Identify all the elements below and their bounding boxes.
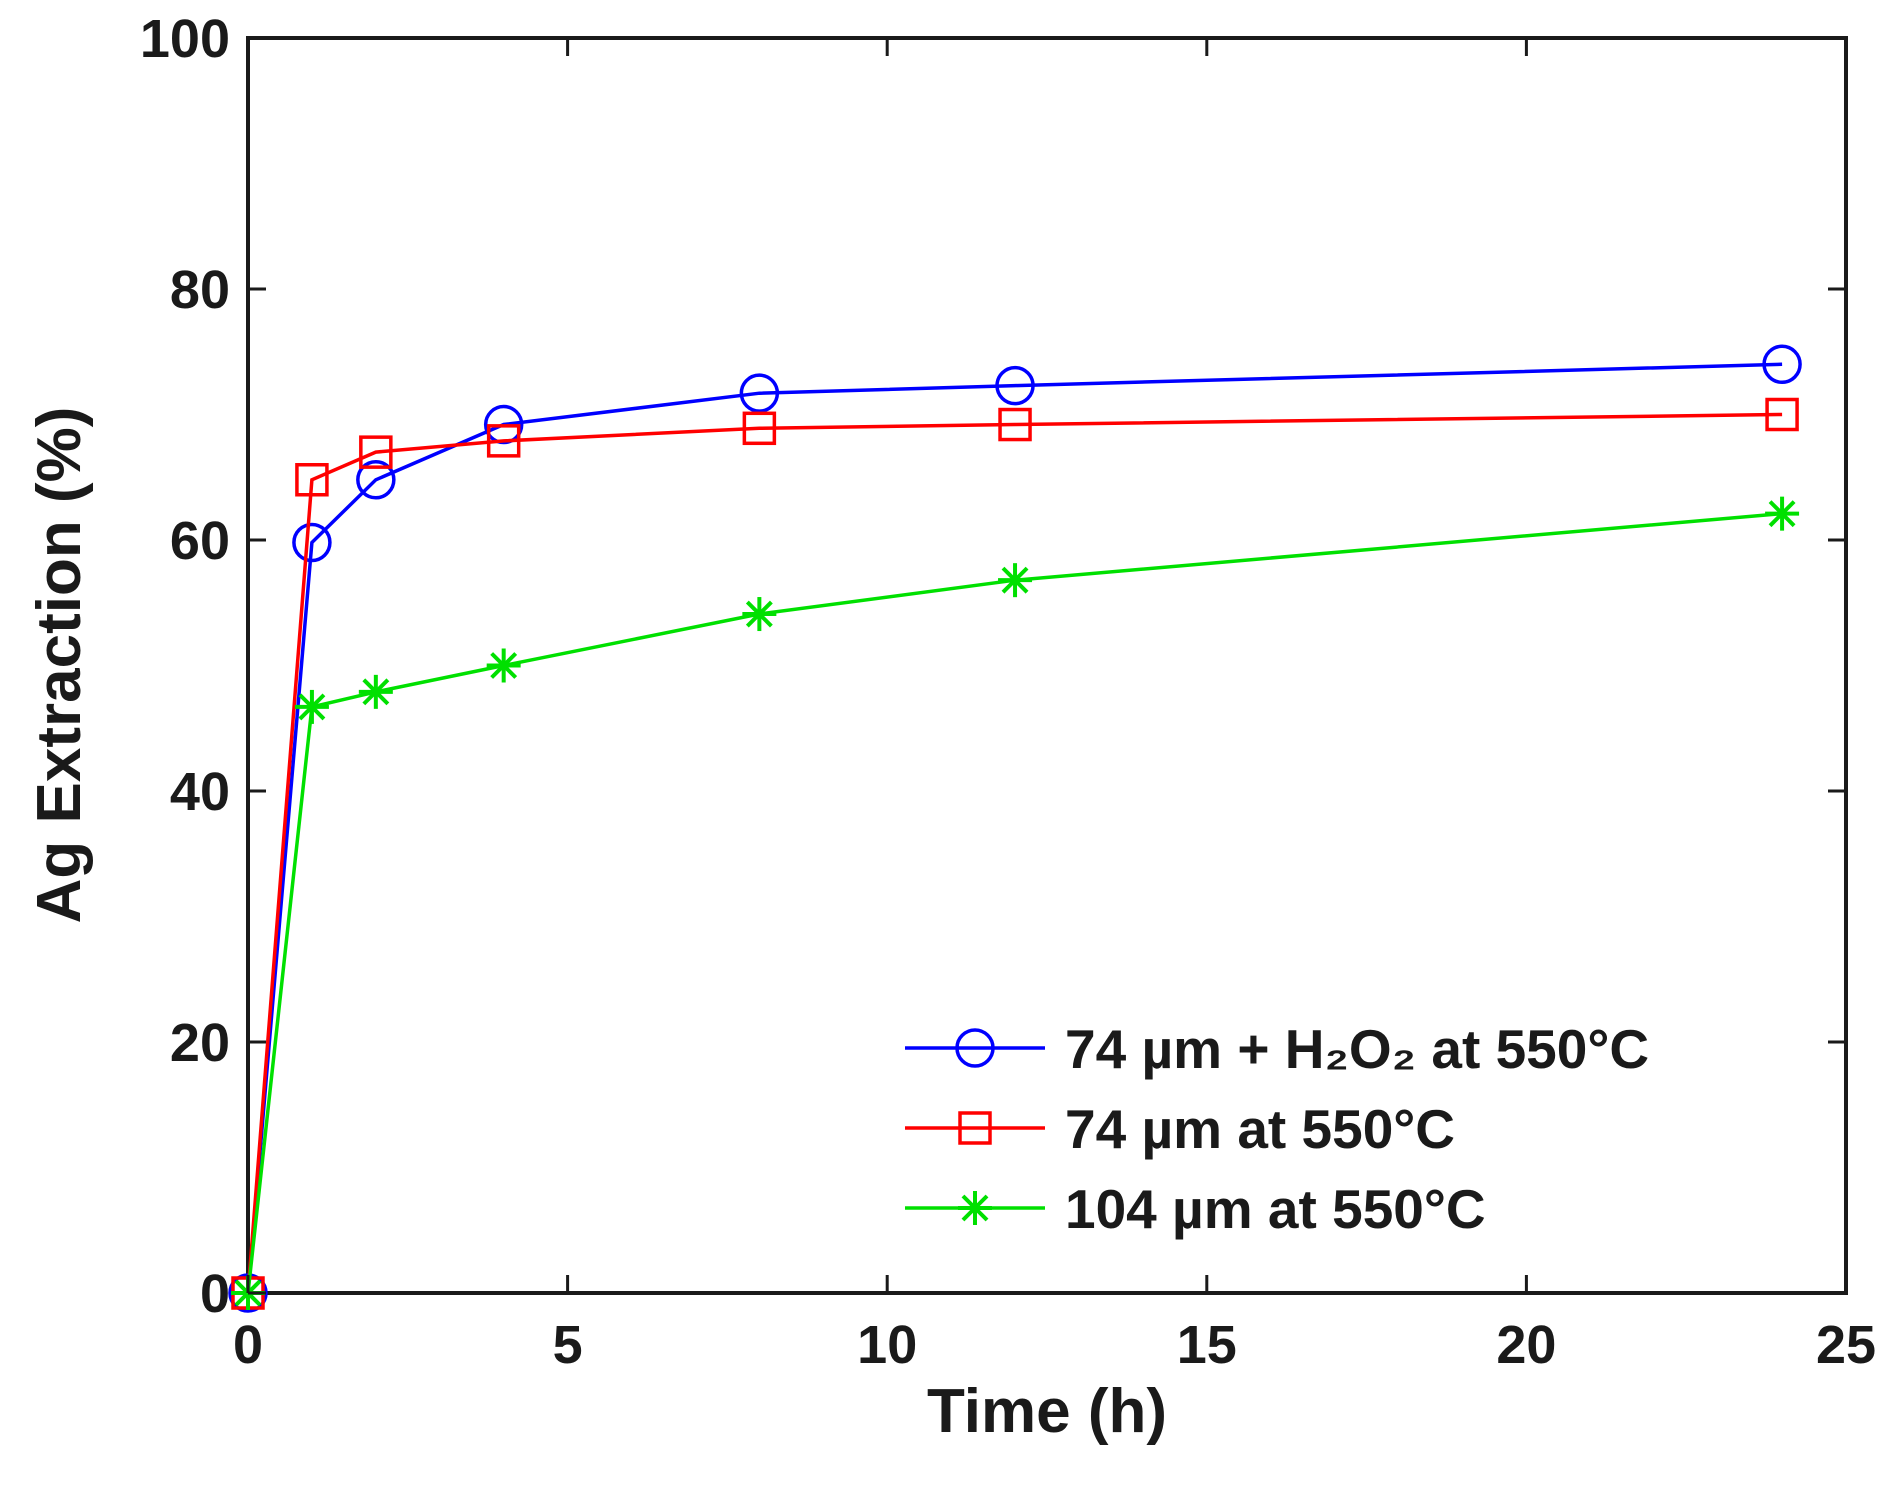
ticks-layer: 0 5 10 15 20 25 0 20 40 60 80 100: [140, 9, 1876, 1375]
data-point: [358, 674, 393, 709]
x-tick-label: 0: [233, 1315, 263, 1375]
legend-marker: [955, 1028, 995, 1068]
y-tick-label: 20: [170, 1013, 230, 1073]
legend-label: 74 µm at 550°C: [1065, 1098, 1455, 1160]
x-axis-title: Time (h): [927, 1377, 1167, 1446]
series-layer: [228, 344, 1802, 1313]
data-point: [742, 597, 777, 632]
legend-label: 104 µm at 550°C: [1065, 1178, 1486, 1240]
data-point: [359, 435, 393, 469]
data-point: [998, 563, 1033, 598]
x-tick-label: 25: [1816, 1315, 1876, 1375]
x-tick-label: 10: [857, 1315, 917, 1375]
legend-marker: [958, 1111, 992, 1145]
x-tick-label: 20: [1496, 1315, 1556, 1375]
legend-label: 74 µm + H₂O₂ at 550°C: [1065, 1018, 1649, 1080]
data-point: [292, 522, 332, 563]
data-point: [1765, 496, 1800, 531]
y-tick-label: 0: [200, 1264, 230, 1324]
data-point: [486, 648, 521, 683]
data-point: [742, 411, 777, 446]
x-tick-label: 5: [553, 1315, 583, 1375]
y-axis-title: Ag Extraction (%): [25, 407, 94, 924]
legend: 74 µm + H₂O₂ at 550°C 74 µm at 550°C 104 µ…: [905, 1018, 1649, 1240]
legend-entry: 104 µm at 550°C: [905, 1178, 1486, 1240]
data-point: [294, 689, 329, 724]
data-point: [739, 373, 780, 413]
legend-entry: 74 µm at 550°C: [905, 1098, 1455, 1160]
data-point: [356, 460, 396, 500]
data-point: [1762, 344, 1802, 385]
series-2: [231, 496, 1800, 1310]
x-tick-label: 15: [1177, 1315, 1237, 1375]
y-tick-label: 100: [140, 9, 230, 69]
data-point: [486, 424, 521, 458]
series-line: [246, 412, 1783, 1294]
legend-entry: 74 µm + H₂O₂ at 550°C: [905, 1018, 1649, 1080]
y-tick-label: 60: [170, 511, 230, 571]
legend-marker: [958, 1191, 992, 1225]
data-point: [1765, 397, 1799, 432]
y-tick-label: 80: [170, 260, 230, 320]
data-point: [995, 365, 1035, 406]
y-tick-label: 40: [170, 762, 230, 822]
data-point: [295, 463, 329, 497]
data-point: [998, 407, 1032, 442]
